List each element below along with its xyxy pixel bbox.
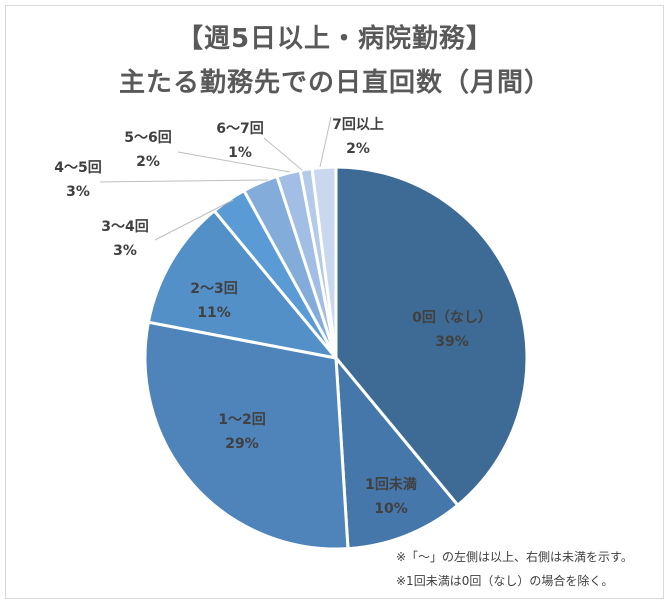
data-label: 4～5回 3% [54,156,101,204]
data-label: 2～3回 11% [190,277,237,325]
pie-slice [334,353,460,551]
data-label-percent: 3% [113,243,137,259]
data-label-percent: 11% [197,305,231,321]
leader-line [177,151,291,173]
pie-slice [146,208,340,361]
footnote-exclusion: ※1回未満は0回（なし）の場合を除く。 [396,574,614,588]
leader-line [154,199,234,241]
data-label-category: 6～7回 [216,121,264,137]
data-label-category: 2～3回 [190,281,238,297]
data-label-category: 1～2回 [218,412,266,428]
pie-slice [310,165,338,359]
pie-slice [143,320,350,551]
data-label: 7回以上 2% [332,113,384,161]
data-label-percent: 39% [435,334,469,350]
data-label-category: 5～6回 [124,130,172,146]
data-label-percent: 2% [346,141,370,157]
data-label: 1～2回 29% [218,408,265,456]
data-label-percent: 2% [136,154,160,170]
leader-lines [99,116,332,241]
leader-line [319,116,332,168]
chart-title-line2: 主たる勤務先での日直回数（月間） [118,68,551,98]
pie-slices [143,165,529,551]
data-label: 6～7回 1% [216,117,263,165]
data-label: 1回未満 10% [365,473,417,521]
data-label-category: 7回以上 [332,117,384,133]
data-label-percent: 1% [228,145,252,161]
data-label-percent: 3% [66,184,90,200]
data-label-category: 0回（なし） [412,310,492,326]
leader-line [263,137,303,171]
data-label: 0回（なし） 39% [412,306,492,354]
data-label-category: 1回未満 [365,477,417,493]
chart-title-line1: 【週5日以上・病院勤務】 [176,24,494,54]
leader-line [99,179,269,183]
data-label-category: 4～5回 [54,160,102,176]
data-label-percent: 10% [374,501,408,517]
data-label-category: 3～4回 [101,219,149,235]
data-label: 5～6回 2% [124,126,171,174]
pie-slice [334,165,529,508]
footnote-range: ※「～」の左側は以上、右側は未満を示す。 [396,550,633,564]
data-label-percent: 29% [225,436,259,452]
data-label: 3～4回 3% [101,215,148,263]
